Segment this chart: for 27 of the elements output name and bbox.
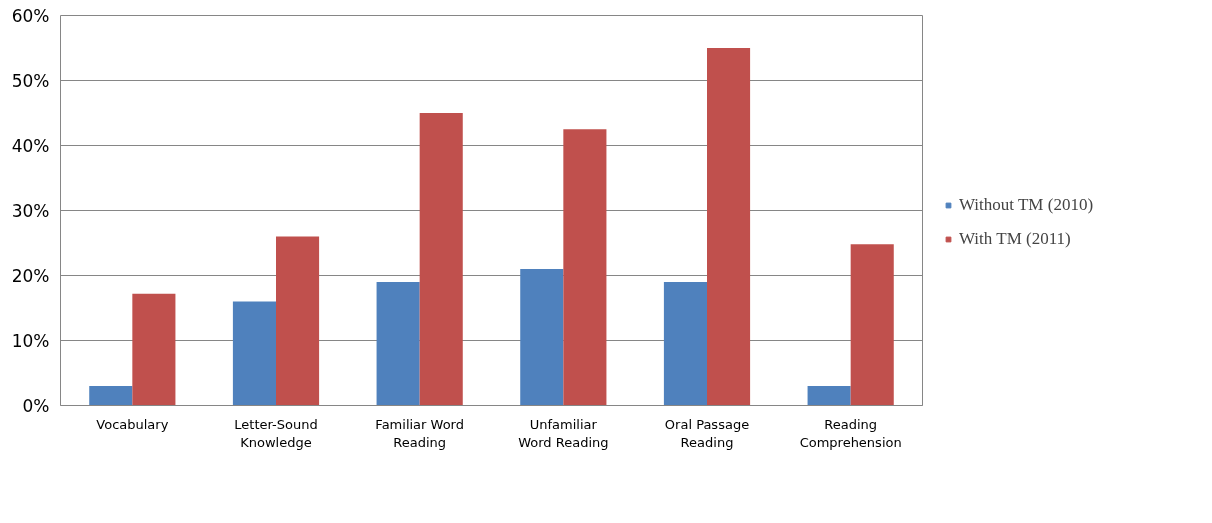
bar — [563, 129, 607, 406]
bar — [89, 386, 133, 406]
bar — [419, 113, 463, 406]
y-tick-label: 20% — [11, 265, 50, 286]
x-tick-label: Reading Comprehension — [799, 416, 902, 450]
y-tick-label: 30% — [11, 200, 50, 221]
bar — [707, 48, 751, 406]
y-tick-label: 0% — [22, 395, 50, 416]
legend-label: Without TM (2010) — [959, 194, 1094, 215]
y-tick-label: 10% — [11, 330, 50, 351]
x-tick-label: Letter-Sound Knowledge — [234, 416, 318, 450]
bar — [520, 269, 564, 406]
legend-label: With TM (2011) — [959, 228, 1071, 249]
x-tick-label: Familiar Word Reading — [375, 416, 464, 450]
x-tick-label: Unfamiliar Word Reading — [518, 416, 609, 450]
y-tick-label: 60% — [11, 5, 50, 26]
bar — [663, 282, 707, 406]
bar — [850, 244, 894, 406]
bar — [232, 301, 276, 406]
x-tick-label: Vocabulary — [96, 416, 169, 432]
bar — [276, 236, 320, 406]
bar — [376, 282, 420, 406]
y-tick-label: 40% — [11, 135, 50, 156]
y-tick-label: 50% — [11, 70, 50, 91]
bar — [132, 293, 176, 406]
x-tick-label: Oral Passage Reading — [664, 416, 750, 450]
bar — [807, 386, 851, 406]
